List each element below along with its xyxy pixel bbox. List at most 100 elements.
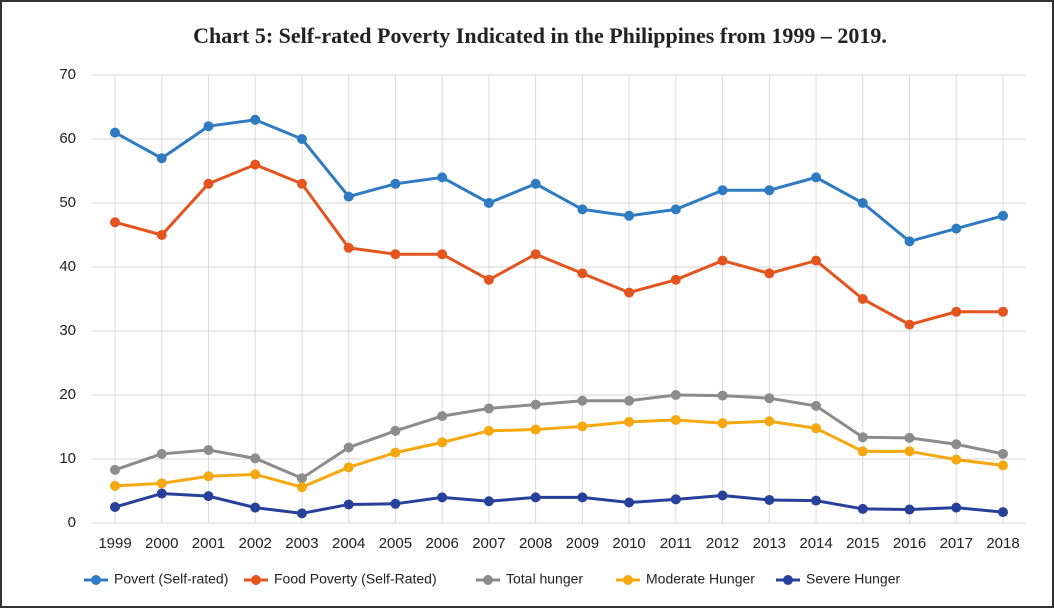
data-point — [250, 469, 261, 480]
data-point — [296, 178, 307, 189]
legend-dot — [251, 575, 261, 585]
series-line — [114, 418, 1004, 489]
data-point — [390, 425, 401, 436]
data-point — [811, 255, 822, 266]
x-tick-label: 2003 — [285, 535, 318, 552]
data-point — [624, 416, 635, 427]
data-point — [857, 198, 868, 208]
x-tick-label: 2009 — [566, 535, 599, 552]
data-point — [156, 448, 167, 459]
data-point — [670, 274, 681, 285]
legend-dot — [91, 575, 101, 585]
data-point — [203, 471, 214, 482]
y-tick-label: 0 — [68, 514, 76, 531]
data-point — [483, 425, 494, 436]
data-point — [296, 134, 307, 144]
x-tick-label: 2010 — [612, 535, 645, 552]
data-point — [530, 178, 541, 189]
data-point — [203, 178, 214, 189]
data-point — [951, 454, 962, 465]
data-point — [250, 114, 261, 125]
data-point — [764, 185, 775, 196]
legend-label: Severe Hunger — [806, 571, 901, 587]
data-point — [250, 453, 261, 464]
legend-dot — [483, 575, 493, 585]
series-line — [114, 118, 1004, 244]
x-tick-label: 2005 — [379, 535, 412, 552]
legend-label: Food Poverty (Self-Rated) — [274, 571, 437, 587]
data-point — [250, 159, 261, 170]
data-point — [998, 507, 1008, 518]
data-point — [296, 482, 307, 493]
data-point — [483, 403, 494, 414]
x-tick-label: 2015 — [846, 535, 879, 552]
data-point — [577, 395, 588, 406]
legend-dot — [783, 575, 793, 585]
data-point — [203, 445, 214, 456]
data-point — [156, 230, 167, 240]
data-point — [717, 390, 728, 401]
series-line — [114, 162, 1003, 327]
data-point — [624, 210, 635, 221]
data-point — [530, 424, 541, 435]
data-point — [904, 432, 915, 443]
data-point — [857, 503, 868, 514]
chart-title: Chart 5: Self-rated Poverty Indicated in… — [193, 23, 887, 48]
data-point — [951, 223, 962, 234]
x-tick-label: 2001 — [192, 535, 225, 552]
data-point — [998, 448, 1008, 459]
data-point — [811, 423, 822, 434]
data-point — [904, 319, 915, 330]
data-point — [156, 153, 167, 164]
data-point — [483, 274, 494, 285]
y-tick-label: 10 — [59, 450, 76, 467]
data-point — [577, 492, 588, 503]
data-point — [110, 217, 120, 228]
data-point — [670, 204, 681, 215]
data-point — [530, 249, 541, 260]
data-point — [437, 437, 448, 448]
data-point — [483, 496, 494, 507]
data-point — [343, 499, 354, 510]
data-point — [764, 494, 775, 505]
legend-label: Total hunger — [506, 571, 583, 587]
data-point — [717, 185, 728, 196]
data-point — [951, 306, 962, 317]
data-point — [577, 268, 588, 279]
data-point — [296, 508, 307, 519]
data-point — [764, 268, 775, 279]
data-point — [343, 462, 354, 473]
data-point — [390, 249, 401, 260]
data-point — [811, 172, 822, 183]
x-tick-label: 2017 — [940, 535, 973, 552]
data-point — [483, 198, 494, 208]
data-point — [110, 464, 120, 475]
data-point — [577, 204, 588, 215]
data-point — [437, 172, 448, 183]
data-point — [110, 127, 120, 138]
data-point — [110, 480, 120, 491]
x-tick-label: 2016 — [893, 535, 926, 552]
data-point — [717, 255, 728, 266]
y-tick-label: 20 — [59, 386, 76, 403]
x-tick-label: 2004 — [332, 535, 365, 552]
data-point — [624, 287, 635, 298]
data-point — [203, 491, 214, 502]
legend-label: Povert (Self-rated) — [114, 571, 228, 587]
x-tick-label: 2006 — [425, 535, 458, 552]
data-point — [343, 442, 354, 453]
x-tick-label: 2008 — [519, 535, 552, 552]
data-point — [670, 414, 681, 425]
y-tick-label: 60 — [59, 130, 76, 147]
data-point — [717, 418, 728, 429]
data-point — [857, 446, 868, 457]
data-point — [764, 416, 775, 427]
data-point — [904, 504, 915, 515]
data-point — [624, 497, 635, 508]
data-point — [764, 393, 775, 404]
data-point — [857, 432, 868, 443]
data-point — [951, 439, 962, 450]
x-tick-label: 2002 — [239, 535, 272, 552]
